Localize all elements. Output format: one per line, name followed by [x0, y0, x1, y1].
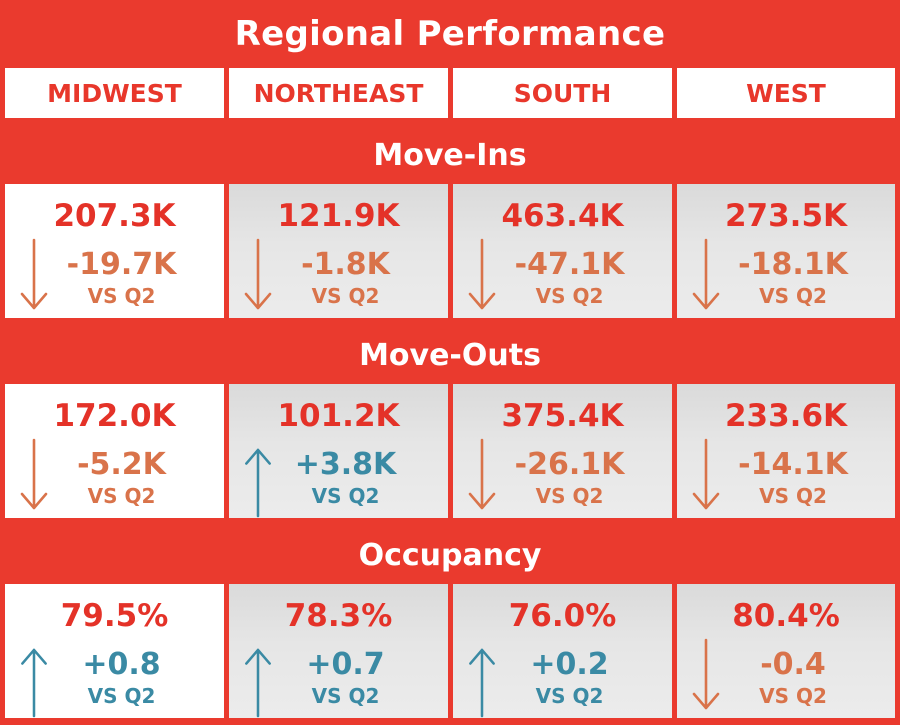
- metric-cell-move-ins-northeast: 121.9K -1.8K VS Q2: [229, 184, 448, 318]
- metric-cell-move-outs-midwest: 172.0K -5.2K VS Q2: [5, 384, 224, 518]
- metric-delta: -18.1K: [738, 246, 848, 282]
- arrow-up-icon: [21, 648, 47, 718]
- table-title: Regional Performance: [234, 14, 666, 54]
- section-row-occupancy: 79.5% +0.8 VS Q2 78.3% +0.7 VS Q2 76.0% +0.2 VS …: [5, 584, 895, 718]
- metric-value: 101.2K: [277, 398, 400, 434]
- comparison-label: VS Q2: [311, 684, 380, 708]
- region-header-west: WEST: [677, 68, 895, 118]
- arrow-down-icon: [692, 238, 720, 310]
- comparison-label: VS Q2: [87, 684, 156, 708]
- arrow-up-icon: [469, 648, 495, 718]
- arrow-down-icon: [692, 438, 720, 510]
- metric-value: 79.5%: [60, 598, 169, 634]
- comparison-label: VS Q2: [87, 284, 156, 308]
- metric-delta: +0.8: [82, 646, 161, 682]
- metric-delta: -5.2K: [77, 446, 166, 482]
- arrow-down-icon: [20, 238, 48, 310]
- metric-delta: -0.4: [760, 646, 826, 682]
- metric-value: 121.9K: [277, 198, 400, 234]
- comparison-label: VS Q2: [87, 484, 156, 508]
- comparison-label: VS Q2: [759, 684, 827, 708]
- metric-cell-occupancy-northeast: 78.3% +0.7 VS Q2: [229, 584, 448, 718]
- metric-cell-move-outs-northeast: 101.2K +3.8K VS Q2: [229, 384, 448, 518]
- metric-delta: -1.8K: [301, 246, 390, 282]
- comparison-label: VS Q2: [759, 284, 827, 308]
- metric-cell-occupancy-south: 76.0% +0.2 VS Q2: [453, 584, 672, 718]
- comparison-label: VS Q2: [535, 684, 604, 708]
- metric-delta: +3.8K: [294, 446, 397, 482]
- region-header-south: SOUTH: [453, 68, 672, 118]
- section-row-move-ins: 207.3K -19.7K VS Q2 121.9K -1.8K VS Q2 463.4K -…: [5, 184, 895, 318]
- metric-delta: +0.2: [530, 646, 609, 682]
- arrow-up-icon: [245, 448, 271, 518]
- arrow-down-icon: [468, 438, 496, 510]
- metric-value: 80.4%: [732, 598, 840, 634]
- comparison-label: VS Q2: [535, 284, 604, 308]
- metric-cell-occupancy-midwest: 79.5% +0.8 VS Q2: [5, 584, 224, 718]
- comparison-label: VS Q2: [311, 284, 380, 308]
- metric-value: 78.3%: [284, 598, 393, 634]
- region-header-midwest: MIDWEST: [5, 68, 224, 118]
- comparison-label: VS Q2: [759, 484, 827, 508]
- metric-value: 233.6K: [724, 398, 848, 434]
- region-header-northeast: NORTHEAST: [229, 68, 448, 118]
- section-title-move-ins: Move-Ins: [373, 137, 527, 173]
- arrow-down-icon: [20, 438, 48, 510]
- metric-cell-move-ins-midwest: 207.3K -19.7K VS Q2: [5, 184, 224, 318]
- arrow-up-icon: [245, 648, 271, 718]
- metric-value: 273.5K: [724, 198, 848, 234]
- metric-cell-move-outs-south: 375.4K -26.1K VS Q2: [453, 384, 672, 518]
- metric-value: 207.3K: [53, 198, 176, 234]
- section-title-move-outs: Move-Outs: [359, 337, 541, 373]
- metric-cell-move-outs-west: 233.6K -14.1K VS Q2: [677, 384, 895, 518]
- section-title-occupancy: Occupancy: [358, 537, 542, 573]
- metric-cell-occupancy-west: 80.4% -0.4 VS Q2: [677, 584, 895, 718]
- arrow-down-icon: [692, 638, 720, 710]
- arrow-down-icon: [468, 238, 496, 310]
- metric-cell-move-ins-south: 463.4K -47.1K VS Q2: [453, 184, 672, 318]
- metric-delta: +0.7: [306, 646, 385, 682]
- metric-value: 375.4K: [501, 398, 624, 434]
- comparison-label: VS Q2: [535, 484, 604, 508]
- metric-cell-move-ins-west: 273.5K -18.1K VS Q2: [677, 184, 895, 318]
- metric-value: 463.4K: [501, 198, 624, 234]
- metric-delta: -14.1K: [738, 446, 848, 482]
- comparison-label: VS Q2: [311, 484, 380, 508]
- metric-delta: -19.7K: [66, 246, 177, 282]
- section-row-move-outs: 172.0K -5.2K VS Q2 101.2K +3.8K VS Q2 375.4K -2…: [5, 384, 895, 518]
- metric-delta: -47.1K: [514, 246, 625, 282]
- region-header-row: MIDWEST NORTHEAST SOUTH WEST: [5, 68, 895, 118]
- metric-value: 76.0%: [508, 598, 617, 634]
- metric-delta: -26.1K: [514, 446, 625, 482]
- metric-value: 172.0K: [53, 398, 176, 434]
- arrow-down-icon: [244, 238, 272, 310]
